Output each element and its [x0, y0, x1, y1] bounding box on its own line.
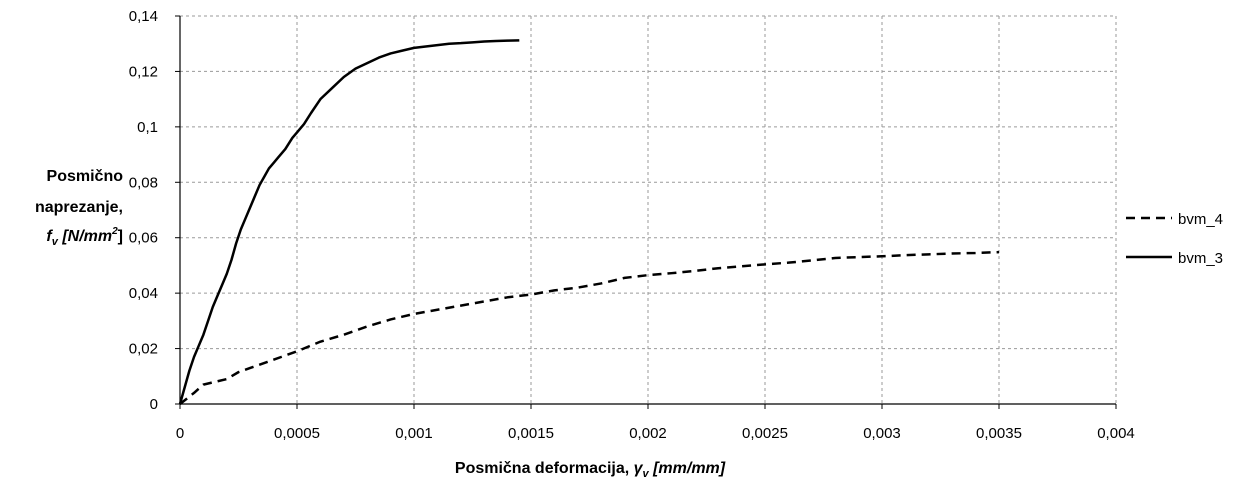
y-axis-title-line3: fv [N/mm2] [46, 226, 123, 248]
series-lines [178, 39, 1000, 405]
y-tick-label: 0,1 [137, 119, 158, 136]
y-tick-label: 0,04 [129, 285, 158, 302]
x-tick-label: 0,0015 [508, 425, 554, 442]
x-axis-title: Posmična deformacija, γv [mm/mm] [455, 460, 726, 480]
y-tick-label: 0,12 [129, 63, 158, 80]
series-line-bvm_4 [179, 250, 1000, 405]
y-tick-label: 0,14 [129, 8, 158, 25]
y-axis-title-line1: Posmično [47, 168, 124, 185]
grid-lines [180, 15, 1117, 404]
legend: bvm_4 bvm_3 [1126, 211, 1223, 267]
y-tick-label: 0,08 [129, 174, 158, 191]
x-tick-label: 0,0005 [274, 425, 320, 442]
tick-labels: 0 0,02 0,04 0,06 0,08 0,1 0,12 0,14 0 0,0005 0,001… [129, 8, 1135, 442]
y-tick-label: 0 [150, 396, 158, 413]
x-tick-label: 0 [176, 425, 184, 442]
x-tick-label: 0,004 [1097, 425, 1135, 442]
axes [175, 15, 1117, 409]
x-tick-label: 0,0035 [976, 425, 1022, 442]
legend-label-bvm_4: bvm_4 [1178, 211, 1223, 228]
y-axis-title-line2: naprezanje, [35, 199, 123, 216]
legend-label-bvm_3: bvm_3 [1178, 250, 1223, 267]
series-line-bvm_3 [178, 39, 520, 405]
y-tick-label: 0,02 [129, 341, 158, 358]
y-tick-label: 0,06 [129, 230, 158, 247]
x-tick-label: 0,0025 [742, 425, 788, 442]
x-tick-label: 0,002 [629, 425, 667, 442]
x-tick-label: 0,003 [863, 425, 901, 442]
x-tick-label: 0,001 [395, 425, 433, 442]
